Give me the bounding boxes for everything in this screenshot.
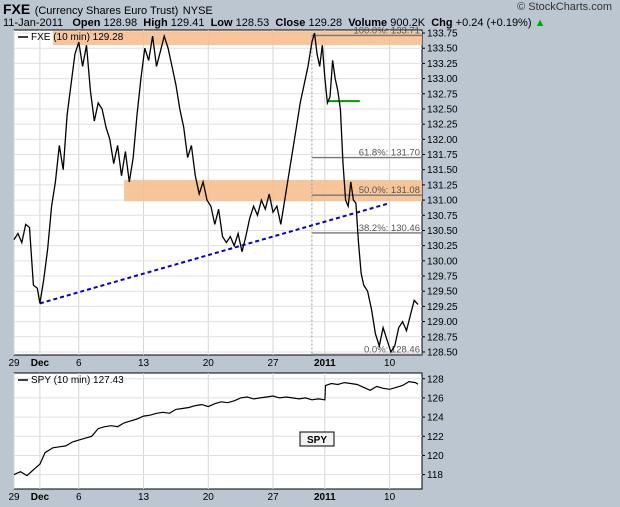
close-value: 129.28 <box>308 17 343 29</box>
price-y-tick-label: 130.50 <box>427 226 458 237</box>
fib-label: 38.2%: 130.46 <box>359 223 420 234</box>
low-label: Low <box>210 17 233 29</box>
spy-annotation-box <box>299 431 335 447</box>
price-y-tick-label: 131.50 <box>427 165 458 176</box>
price-y-tick-label: 129.50 <box>427 287 458 298</box>
price-y-tick-label: 130.25 <box>427 241 458 252</box>
price-y-tick-label: 133.00 <box>427 74 458 85</box>
price-x-tick-label: 2011 <box>314 358 336 369</box>
price-x-tick-label: 29 <box>8 358 20 369</box>
price-x-tick-label: 13 <box>138 358 150 369</box>
price-y-tick-label: 129.00 <box>427 317 458 328</box>
fib-label: 100.0%: 133.71 <box>353 25 420 36</box>
price-y-tick-label: 133.75 <box>427 29 458 40</box>
up-arrow-icon: ▲ <box>534 17 546 29</box>
spy-x-tick-label: 10 <box>384 492 396 503</box>
price-y-tick-label: 132.25 <box>427 120 458 131</box>
fib-label: 50.0%: 131.08 <box>359 185 420 196</box>
spy-x-tick-label: 29 <box>8 492 20 503</box>
price-y-tick-label: 130.00 <box>427 256 458 267</box>
price-x-tick-label: 6 <box>76 358 82 369</box>
fib-label: 61.8%: 131.70 <box>359 148 420 159</box>
price-x-tick-label: 27 <box>267 358 279 369</box>
chg-value: +0.24 (+0.19%) <box>455 17 532 29</box>
spy-y-tick-label: 126 <box>427 393 444 404</box>
high-label: High <box>143 17 168 29</box>
spy-panel-background <box>13 372 423 490</box>
price-y-tick-label: 131.25 <box>427 180 458 191</box>
price-y-tick-label: 129.75 <box>427 272 458 283</box>
resistance-zone <box>52 31 422 46</box>
close-label: Close <box>275 17 306 29</box>
exchange-label: NYSE <box>182 5 213 17</box>
spy-x-tick-label: 13 <box>138 492 150 503</box>
open-label: Open <box>72 17 101 29</box>
spy-x-tick-label: 6 <box>76 492 82 503</box>
price-y-tick-label: 132.50 <box>427 104 458 115</box>
date-label: 11-Jan-2011 <box>3 17 64 29</box>
price-y-tick-label: 128.50 <box>427 347 458 358</box>
price-series-line <box>13 32 419 354</box>
symbol-label: FXE <box>3 1 31 17</box>
open-value: 128.98 <box>103 17 138 29</box>
price-y-tick-label: 130.75 <box>427 211 458 222</box>
spy-y-tick-label: 122 <box>427 432 444 443</box>
price-y-tick-label: 133.25 <box>427 59 458 70</box>
chart-header-title: FXE (Currency Shares Euro Trust) NYSE <box>3 1 213 19</box>
price-y-tick-label: 132.75 <box>427 89 458 100</box>
price-y-tick-label: 133.50 <box>427 44 458 55</box>
spy-annotation-label: SPY <box>307 435 327 446</box>
price-legend-label: FXE (10 min) 129.28 <box>31 32 124 43</box>
spy-x-tick-label: 2011 <box>314 492 336 503</box>
price-y-tick-label: 132.00 <box>427 135 458 146</box>
volume-label: Volume <box>348 17 388 29</box>
chg-label: Chg <box>431 17 453 29</box>
price-y-tick-label: 131.00 <box>427 196 458 207</box>
resistance-zone <box>124 180 422 202</box>
spy-y-tick-label: 120 <box>427 451 444 462</box>
price-x-tick-label: 10 <box>384 358 396 369</box>
spy-legend-label: SPY (10 min) 127.43 <box>31 375 124 386</box>
price-y-tick-label: 129.25 <box>427 302 458 313</box>
spy-series-line <box>13 380 419 477</box>
watermark-label: © StockCharts.com <box>517 1 612 13</box>
high-value: 129.41 <box>170 17 205 29</box>
spy-x-tick-label: 27 <box>267 492 279 503</box>
spy-x-tick-label: 20 <box>203 492 215 503</box>
volume-value: 900.2K <box>390 17 426 29</box>
price-x-tick-label: 20 <box>203 358 215 369</box>
spy-x-tick-label: Dec <box>31 492 50 503</box>
spy-y-tick-label: 128 <box>427 374 444 385</box>
spy-y-tick-label: 118 <box>427 470 443 481</box>
price-x-tick-label: Dec <box>31 358 50 369</box>
price-y-tick-label: 128.75 <box>427 332 458 343</box>
low-value: 128.53 <box>235 17 270 29</box>
trend-line <box>39 202 390 305</box>
price-y-tick-label: 131.75 <box>427 150 458 161</box>
quote-row: 11-Jan-2011 Open 128.98 High 129.41 Low … <box>3 17 545 29</box>
security-name-label: (Currency Shares Euro Trust) <box>34 5 179 17</box>
spy-y-tick-label: 124 <box>427 413 444 424</box>
